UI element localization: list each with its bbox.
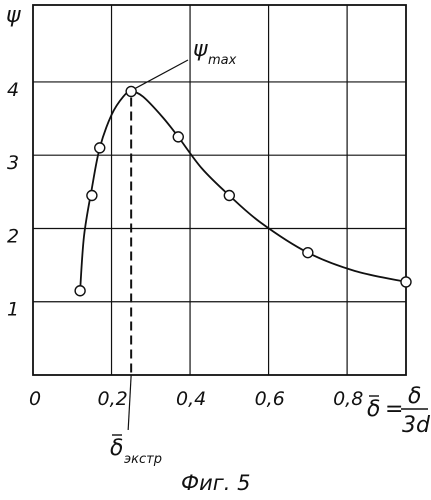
extremum-annotation-subscript: экстр — [124, 452, 162, 467]
data-point — [75, 286, 85, 296]
x-axis-equals: = — [385, 397, 403, 422]
data-point — [173, 132, 183, 142]
x-axis-symbol: δ — [367, 397, 380, 422]
y-tick-label: 4 — [7, 79, 19, 101]
x-tick-label: 0,2 — [98, 388, 128, 410]
x-tick-label: 0,8 — [333, 388, 363, 410]
x-axis-fraction-numerator: δ — [408, 384, 421, 409]
extremum-annotation: δ экстр — [110, 435, 162, 467]
extremum-annotation-symbol: δ — [110, 436, 123, 461]
max-annotation: ψ max — [193, 37, 237, 68]
y-tick-label: 3 — [7, 152, 19, 174]
extremum-leader-line — [128, 375, 131, 430]
fitted-curve — [80, 91, 406, 290]
data-point — [303, 248, 313, 258]
data-point — [95, 143, 105, 153]
max-leader-line — [135, 60, 188, 88]
x-tick-label: 0 — [29, 388, 41, 410]
x-tick-label: 0,4 — [176, 388, 206, 410]
y-axis-label: ψ — [6, 3, 21, 28]
data-point — [401, 277, 411, 287]
x-axis-label: δ = δ 3d — [367, 384, 431, 438]
data-point — [224, 190, 234, 200]
x-axis-fraction-denominator: 3d — [402, 413, 431, 438]
figure-caption: Фиг. 5 — [181, 471, 250, 495]
data-point — [126, 86, 136, 96]
x-tick-labels: 0 0,2 0,4 0,6 0,8 — [29, 388, 363, 410]
y-tick-label: 1 — [7, 299, 19, 321]
data-points — [75, 86, 411, 295]
x-tick-label: 0,6 — [255, 388, 285, 410]
max-annotation-symbol: ψ — [193, 37, 208, 62]
y-tick-labels: 1 2 3 4 — [7, 79, 19, 321]
max-annotation-subscript: max — [208, 53, 237, 68]
y-tick-label: 2 — [7, 225, 19, 247]
data-point — [87, 190, 97, 200]
